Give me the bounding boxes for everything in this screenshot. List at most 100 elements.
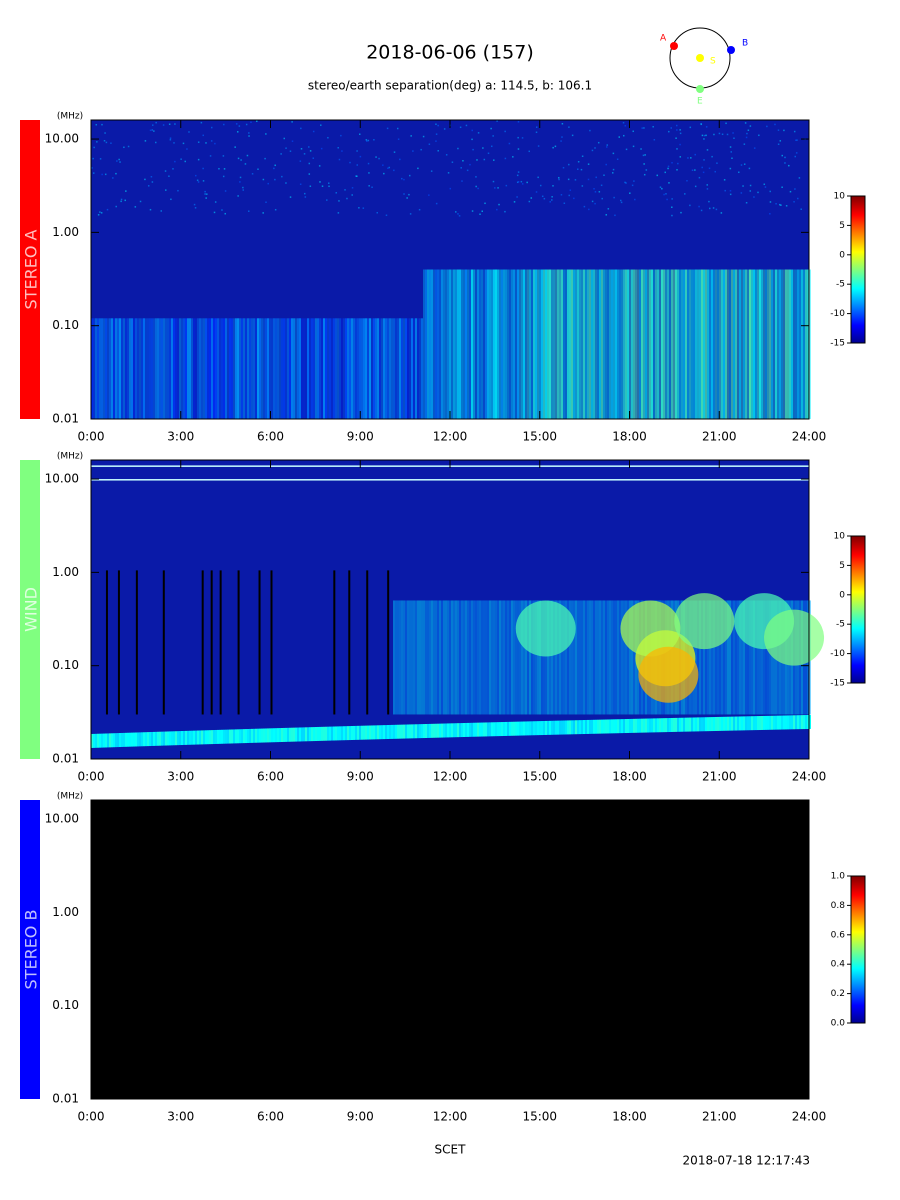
spectrogram-texture: [161, 731, 163, 746]
spectrogram-texture: [91, 318, 93, 419]
spectrogram-texture: [308, 146, 310, 148]
spectrogram-texture: [401, 724, 403, 739]
spectrogram-texture: [225, 729, 227, 744]
spectrogram-texture: [517, 269, 519, 419]
spectrogram-texture: [377, 725, 379, 740]
spectrogram-texture: [165, 189, 167, 191]
spectrogram-texture: [809, 714, 811, 729]
spectrogram-texture: [663, 269, 665, 419]
spectrogram-texture: [779, 715, 781, 730]
panel-label-bar: [20, 800, 40, 1099]
spectrogram-texture: [331, 318, 333, 419]
colorbar-tick-label: 0: [839, 590, 845, 600]
spectrogram-texture: [401, 600, 403, 715]
spectrogram-texture: [256, 120, 258, 123]
spectrogram-texture: [537, 176, 539, 179]
spectrogram-texture: [505, 721, 507, 736]
spectrogram-texture: [429, 269, 431, 419]
colorbar-tick-label: -5: [836, 280, 845, 290]
spectrogram-texture: [471, 138, 473, 141]
spectrogram-texture: [583, 720, 585, 735]
spectrogram-texture: [747, 129, 750, 132]
spectrogram-texture: [481, 600, 483, 715]
spectrogram-texture: [744, 122, 747, 124]
spectrogram-texture: [159, 318, 161, 419]
spectrogram-texture: [657, 269, 659, 419]
spectrogram-texture: [724, 189, 726, 192]
spectrogram-texture: [764, 609, 825, 666]
spectrogram-texture: [399, 724, 401, 739]
spectrogram-texture: [700, 209, 703, 212]
spectrogram-texture: [723, 600, 725, 715]
spectrogram-texture: [729, 269, 731, 419]
spectrogram-texture: [553, 269, 555, 419]
spectrogram-texture: [520, 180, 523, 183]
spectrogram-texture: [293, 318, 295, 419]
spectrogram-texture: [555, 600, 557, 715]
y-unit: (MHz): [57, 112, 83, 122]
spectrogram-texture: [382, 164, 384, 166]
spectrogram-texture: [92, 172, 95, 174]
spectrogram-texture: [209, 730, 211, 745]
spectrogram-texture: [639, 718, 641, 733]
spectrogram-texture: [609, 600, 611, 715]
spectrogram-texture: [739, 600, 741, 715]
spectrogram-texture: [605, 719, 607, 734]
spectrogram-texture: [124, 199, 126, 202]
spectrogram-texture: [487, 600, 489, 715]
spectrogram-texture: [492, 135, 494, 137]
spectrogram-texture: [471, 210, 474, 212]
spectrogram-texture: [123, 318, 125, 419]
spectrogram-texture: [599, 719, 601, 734]
spectrogram-texture: [697, 717, 699, 732]
orbit-label: S: [710, 57, 716, 67]
spectrogram-texture: [793, 130, 796, 133]
spectrogram-texture: [385, 214, 388, 217]
spectrogram-texture: [188, 131, 190, 133]
spectrogram-texture: [299, 318, 301, 419]
spectrogram-texture: [279, 728, 281, 743]
spectrogram-texture: [144, 140, 147, 142]
spectrogram-texture: [410, 135, 412, 137]
spectrogram-texture: [433, 269, 435, 419]
spectrogram-texture: [455, 269, 457, 419]
spectrogram-texture: [463, 269, 465, 419]
spectrogram-texture: [469, 722, 471, 737]
spectrogram-texture: [459, 600, 461, 715]
spectrogram-texture: [689, 204, 691, 207]
spectrogram-texture: [205, 142, 207, 144]
spectrogram-texture: [661, 187, 663, 190]
spectrogram-texture: [251, 728, 253, 743]
spectrogram-texture: [759, 716, 761, 731]
spectrogram-texture: [368, 172, 370, 174]
spectrogram-texture: [258, 570, 261, 715]
spectrogram-texture: [172, 168, 174, 170]
colorbar-tick-label: -5: [836, 620, 845, 630]
spectrogram-texture: [585, 719, 587, 734]
spectrogram-texture: [525, 269, 527, 419]
spectrogram-texture: [687, 157, 689, 159]
spectrogram-texture: [297, 318, 299, 419]
spectrogram-texture: [703, 600, 705, 715]
spectrogram-texture: [612, 152, 615, 155]
colorbar-tick-label: -10: [830, 649, 845, 659]
colorbar-tick-label: 5: [839, 221, 845, 231]
spectrogram-texture: [612, 168, 615, 171]
spectrogram-texture: [549, 720, 551, 735]
spectrogram-texture: [609, 719, 611, 734]
spectrogram-texture: [311, 318, 313, 419]
spectrogram-texture: [549, 269, 551, 419]
spectrogram-texture: [187, 318, 189, 419]
spectrogram-texture: [723, 716, 725, 731]
spectrogram-texture: [386, 127, 389, 130]
spectrogram-texture: [675, 717, 677, 732]
spectrogram-texture: [443, 723, 445, 738]
spectrogram-texture: [129, 732, 131, 747]
spectrogram-texture: [763, 183, 766, 186]
spectrogram-texture: [747, 600, 749, 715]
spectrogram-texture: [525, 721, 527, 736]
spectrogram-texture: [346, 197, 348, 200]
spectrogram-texture: [492, 180, 495, 183]
spectrogram-texture: [401, 318, 403, 419]
spectrogram-texture: [117, 318, 119, 419]
